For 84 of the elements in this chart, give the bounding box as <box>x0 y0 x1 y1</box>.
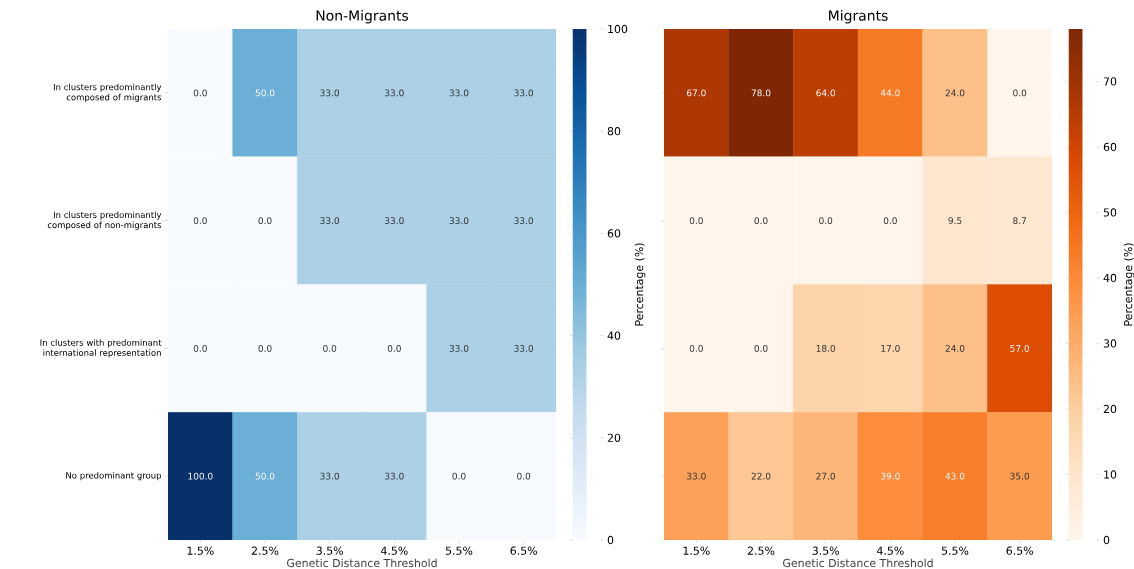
data-label: 9.5 <box>948 217 962 225</box>
color-bar-title: Percentage (%) <box>1123 243 1134 326</box>
data-label: 33.0 <box>514 344 534 352</box>
color-bar-label: 100 <box>608 24 628 34</box>
data-label: 0.0 <box>258 344 272 352</box>
data-label: 39.0 <box>881 472 900 480</box>
color-bar-label: 40 <box>607 331 621 340</box>
data-label: 33.0 <box>449 89 469 97</box>
data-label: 33.0 <box>449 217 469 225</box>
data-label: 0.0 <box>754 344 768 352</box>
data-label: 24.0 <box>945 89 965 97</box>
x-tick-label: 5.5% <box>941 546 969 555</box>
x-tick-label: 6.5% <box>510 546 537 555</box>
x-tick-label: 6.5% <box>1006 546 1033 555</box>
color-bar-label: 0 <box>607 535 614 545</box>
data-label: 0.0 <box>193 217 207 225</box>
data-label: 50.0 <box>255 89 275 97</box>
x-tick-label: 2.5% <box>251 546 279 555</box>
y-tick-label: No predominant group <box>66 472 162 481</box>
data-label: 33.0 <box>514 89 534 97</box>
color-bar-label: 0 <box>1103 535 1110 545</box>
data-label: 33.0 <box>320 89 340 97</box>
color-bar-label: 60 <box>607 229 621 238</box>
data-label: 33.0 <box>385 217 404 225</box>
data-label: 0.0 <box>754 217 768 225</box>
data-label: 78.0 <box>751 89 771 97</box>
color-bar-label: 70 <box>1103 77 1117 86</box>
data-label: 0.0 <box>819 217 833 225</box>
color-bar-label: 80 <box>607 127 621 136</box>
data-label: 0.0 <box>193 89 207 97</box>
color-bar-label: 50 <box>1103 208 1117 217</box>
data-label: 0.0 <box>1013 89 1027 97</box>
data-label: 22.0 <box>751 472 771 480</box>
data-label: 0.0 <box>689 344 703 352</box>
color-bar-label: 40 <box>1103 273 1117 283</box>
data-label: 67.0 <box>686 89 706 97</box>
data-label: 64.0 <box>816 89 836 97</box>
x-tick-label: 3.5% <box>316 546 343 555</box>
color-bar-label: 20 <box>1103 404 1117 414</box>
data-label: 44.0 <box>880 89 900 97</box>
chart-title: Non-Migrants <box>316 10 409 24</box>
color-bar-label: 20 <box>607 433 621 442</box>
data-label: 0.0 <box>883 217 897 225</box>
data-label: 0.0 <box>323 344 337 352</box>
x-axis-title: Genetic Distance Threshold <box>783 558 933 568</box>
data-label: 0.0 <box>452 472 466 480</box>
data-label: 18.0 <box>816 344 836 352</box>
data-label: 33.0 <box>449 344 469 352</box>
data-label: 27.0 <box>816 472 836 480</box>
color-bar-label: 60 <box>1103 142 1117 152</box>
data-label: 0.0 <box>193 344 207 352</box>
data-label: 57.0 <box>1010 344 1030 352</box>
data-label: 50.0 <box>255 472 275 480</box>
data-label: 33.0 <box>320 217 340 225</box>
data-label: 35.0 <box>1010 472 1030 480</box>
data-label: 0.0 <box>517 472 531 480</box>
y-tick-label: In clusters predominantly composed of non-migrants <box>47 211 162 230</box>
data-label: 33.0 <box>385 89 404 97</box>
x-tick-label: 4.5% <box>876 546 904 555</box>
chart-title: Migrants <box>829 10 888 24</box>
data-label: 24.0 <box>945 344 965 352</box>
data-label: 33.0 <box>687 472 706 480</box>
color-bar-label: 10 <box>1104 470 1117 479</box>
color-bar-title: Percentage (%) <box>634 243 646 326</box>
y-tick-label: In clusters with predominant international representation <box>40 339 162 358</box>
x-tick-label: 1.5% <box>187 546 214 555</box>
x-tick-label: 5.5% <box>445 546 473 555</box>
data-label: 0.0 <box>689 217 703 225</box>
data-label: 8.7 <box>1013 217 1027 225</box>
x-tick-label: 2.5% <box>747 546 775 555</box>
data-label: 0.0 <box>258 217 272 225</box>
data-label: 17.0 <box>881 344 900 352</box>
x-tick-label: 1.5% <box>683 546 710 555</box>
data-label: 100.0 <box>188 472 213 480</box>
x-tick-label: 3.5% <box>812 546 839 555</box>
y-tick-label: In clusters predominantly composed of migrants <box>53 83 162 103</box>
color-bar-label: 30 <box>1103 339 1117 348</box>
data-label: 33.0 <box>514 217 534 225</box>
data-label: 0.0 <box>387 344 401 352</box>
data-label: 33.0 <box>320 472 340 480</box>
x-axis-title: Genetic Distance Threshold <box>287 558 437 568</box>
data-label: 33.0 <box>385 472 404 480</box>
x-tick-label: 4.5% <box>380 546 408 555</box>
data-label: 43.0 <box>945 472 965 480</box>
